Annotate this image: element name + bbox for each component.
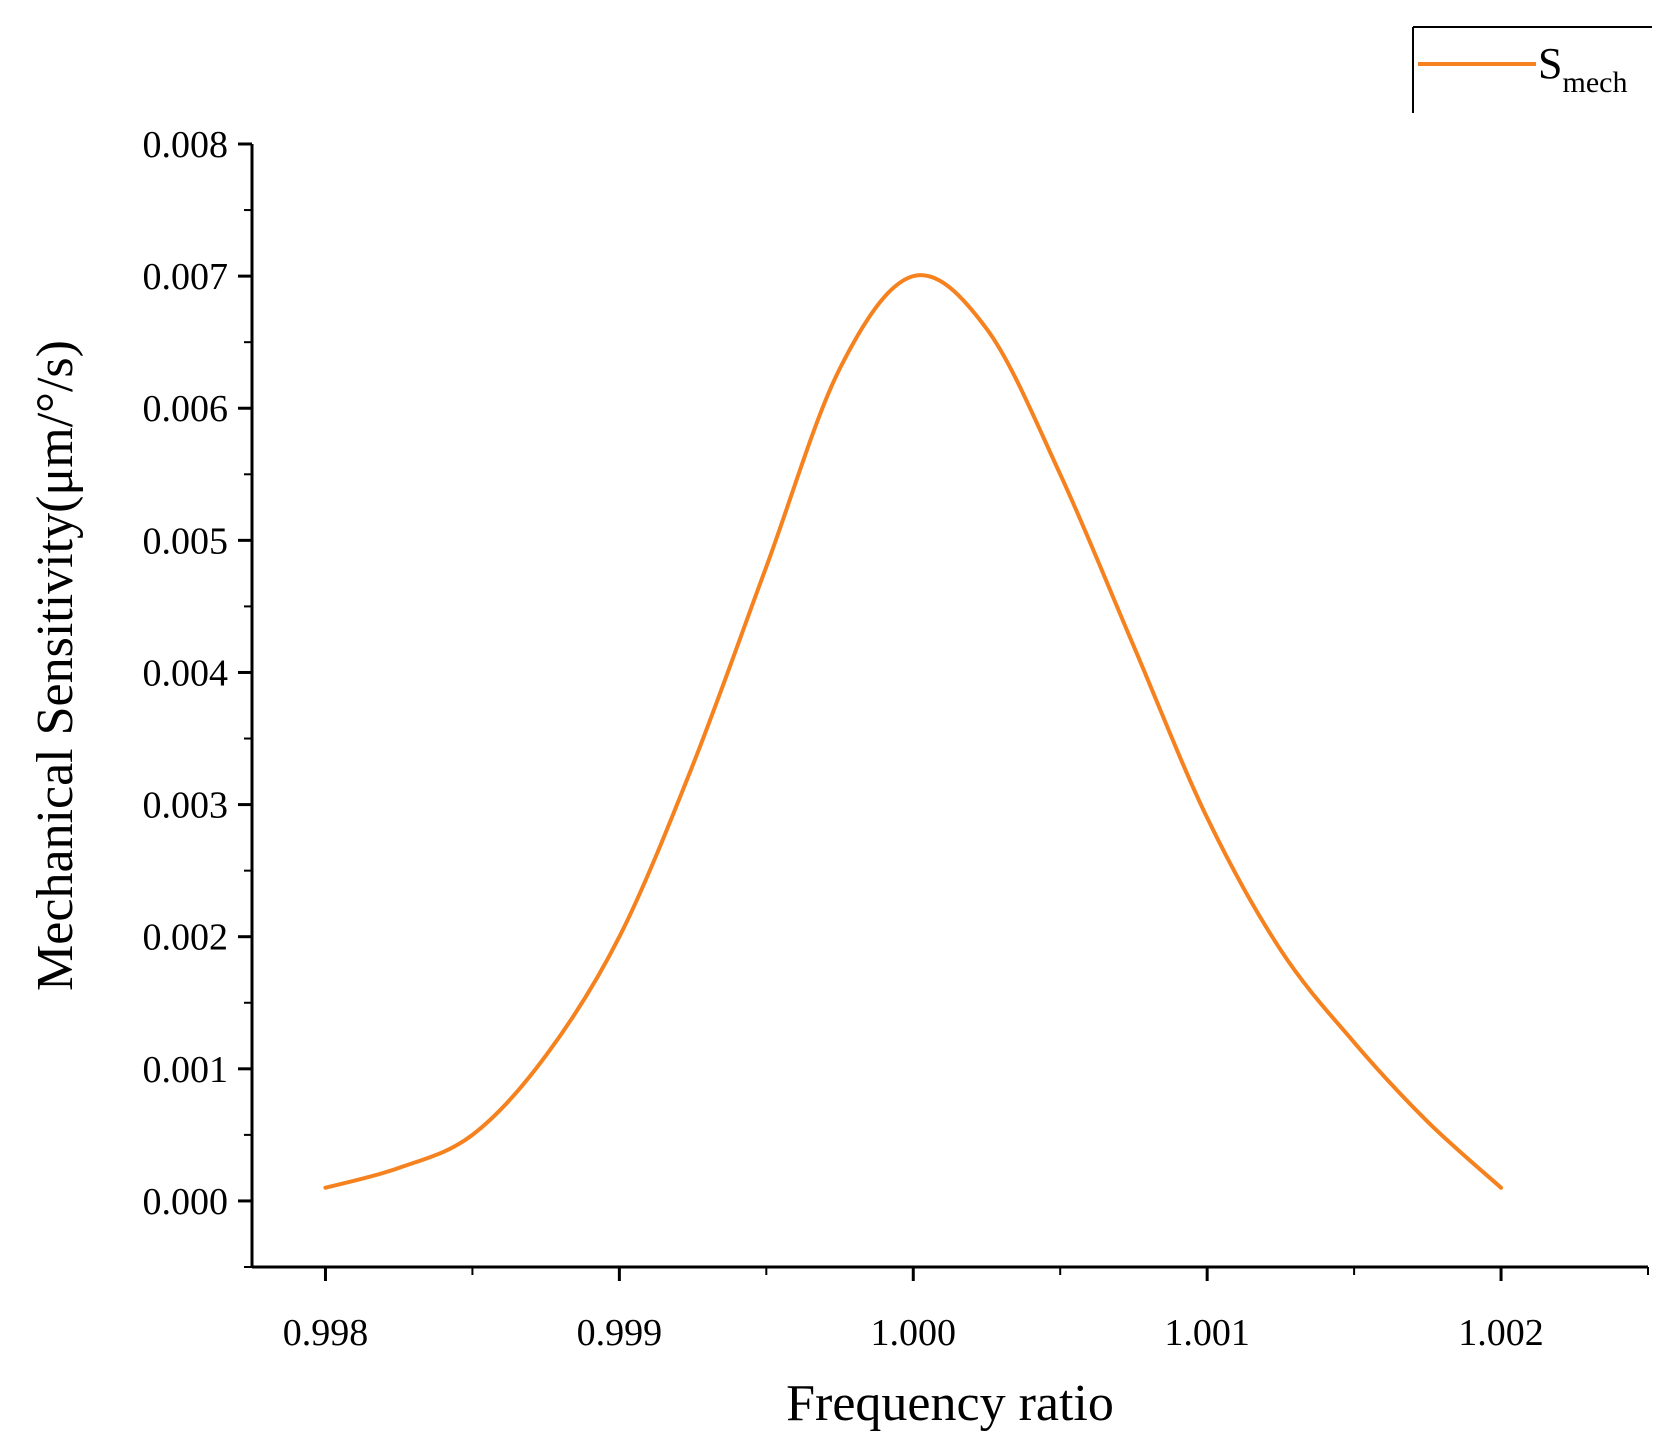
y-axis-title: Mechanical Sensitivity(μm/°/s) bbox=[27, 340, 84, 991]
y-tick-label: 0.001 bbox=[143, 1049, 229, 1091]
y-tick-label: 0.007 bbox=[143, 256, 229, 298]
series-line-s-mech bbox=[323, 273, 1504, 1190]
y-tick-label: 0.002 bbox=[143, 917, 229, 959]
x-tick-label: 1.001 bbox=[1164, 1312, 1250, 1354]
legend: Smech bbox=[1412, 26, 1652, 113]
y-tick-label: 0.004 bbox=[143, 652, 229, 694]
x-tick-label: 0.999 bbox=[577, 1312, 663, 1354]
legend-label-main: S bbox=[1538, 39, 1562, 88]
legend-label-subscript: mech bbox=[1562, 66, 1627, 99]
y-tick-label: 0.000 bbox=[143, 1181, 229, 1223]
y-tick-label: 0.006 bbox=[143, 388, 229, 430]
y-tick-label: 0.008 bbox=[143, 124, 229, 166]
axes-layer bbox=[238, 142, 1649, 1281]
x-tick-label: 0.998 bbox=[283, 1312, 369, 1354]
x-tick-label: 1.000 bbox=[871, 1312, 957, 1354]
series-layer bbox=[323, 273, 1504, 1190]
y-tick-label: 0.005 bbox=[143, 520, 229, 562]
tick-labels-layer: 0.000 0.001 0.002 0.003 0.004 0.005 0.006 0.007… bbox=[143, 124, 1544, 1354]
x-axis-title: Frequency ratio bbox=[786, 1375, 1114, 1432]
y-tick-label: 0.003 bbox=[143, 785, 229, 827]
x-tick-label: 1.002 bbox=[1458, 1312, 1544, 1354]
legend-label: Smech bbox=[1538, 39, 1627, 99]
